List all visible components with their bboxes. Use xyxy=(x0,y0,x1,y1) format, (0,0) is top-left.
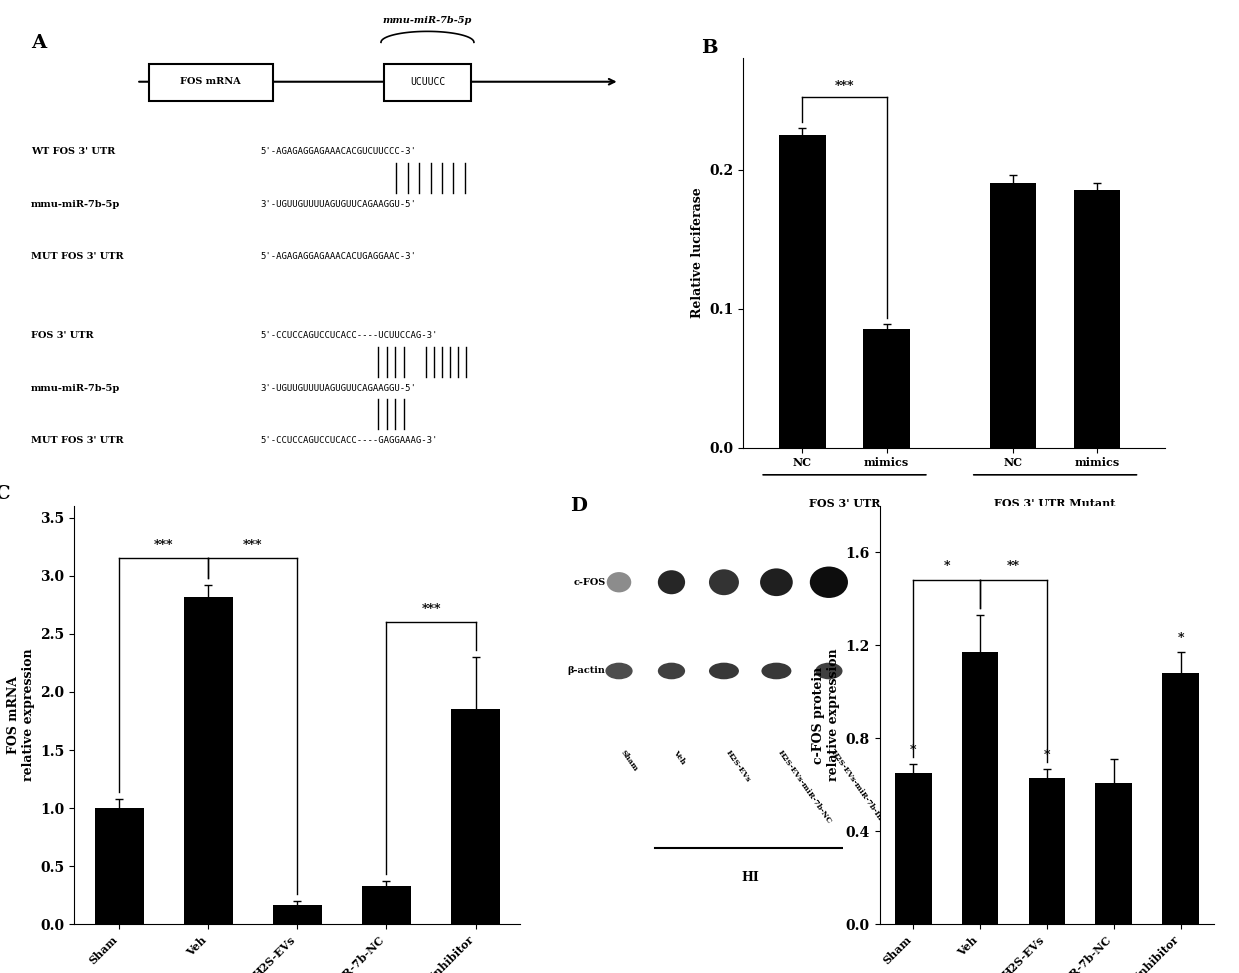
Bar xyxy=(362,886,411,924)
Text: ***: *** xyxy=(421,603,441,616)
Text: c-FOS: c-FOS xyxy=(574,578,606,587)
Text: ***: *** xyxy=(154,539,173,553)
Text: mmu-miR-7b-5p: mmu-miR-7b-5p xyxy=(31,383,120,393)
Y-axis label: c-FOS protein
relative expression: c-FOS protein relative expression xyxy=(812,649,840,781)
Ellipse shape xyxy=(658,663,685,679)
Ellipse shape xyxy=(658,570,685,595)
Text: 5'-AGAGAGGAGAAACACGUCUUCCC-3': 5'-AGAGAGGAGAAACACGUCUUCCC-3' xyxy=(260,147,416,157)
Text: FOS 3' UTR: FOS 3' UTR xyxy=(31,331,94,341)
Text: 5'-CCUCCAGUCCUCACC----UCUUCCAG-3': 5'-CCUCCAGUCCUCACC----UCUUCCAG-3' xyxy=(260,331,437,341)
Bar xyxy=(451,709,501,924)
Bar xyxy=(183,596,233,924)
Ellipse shape xyxy=(709,663,738,679)
Text: C: C xyxy=(0,485,10,503)
Text: H2S-EVs: H2S-EVs xyxy=(724,748,752,784)
Text: 5'-CCUCCAGUCCUCACC----GAGGAAAG-3': 5'-CCUCCAGUCCUCACC----GAGGAAAG-3' xyxy=(260,436,437,446)
Bar xyxy=(149,64,273,101)
Bar xyxy=(1028,778,1066,924)
Text: *: * xyxy=(1043,748,1051,762)
Text: H2S-EVs-miR-7b-NC: H2S-EVs-miR-7b-NC xyxy=(777,748,834,825)
Text: A: A xyxy=(31,34,46,52)
Text: ***: *** xyxy=(243,539,263,553)
Text: **: ** xyxy=(1007,560,1020,573)
Text: D: D xyxy=(570,497,587,515)
Ellipse shape xyxy=(815,663,843,679)
Ellipse shape xyxy=(762,663,792,679)
Text: *: * xyxy=(909,744,917,757)
Bar xyxy=(990,184,1036,448)
Ellipse shape xyxy=(810,566,847,598)
Text: *: * xyxy=(1177,632,1184,645)
Ellipse shape xyxy=(606,663,633,679)
Text: 3'-UGUUGUUUUAGUGUUCAGAAGGU-5': 3'-UGUUGUUUUAGUGUUCAGAAGGU-5' xyxy=(260,383,416,393)
Ellipse shape xyxy=(760,568,793,596)
Text: Sham: Sham xyxy=(620,748,639,774)
Bar xyxy=(961,652,999,924)
Bar xyxy=(864,330,909,448)
Text: *: * xyxy=(943,560,950,573)
Y-axis label: FOS mRNA
relative expression: FOS mRNA relative expression xyxy=(6,649,35,781)
Text: mmu-miR-7b-5p: mmu-miR-7b-5p xyxy=(31,199,120,209)
Bar xyxy=(94,809,144,924)
Text: MUT FOS 3' UTR: MUT FOS 3' UTR xyxy=(31,436,124,446)
Text: FOS mRNA: FOS mRNA xyxy=(180,77,242,87)
Text: 5'-AGAGAGGAGAAACACUGAGGAAC-3': 5'-AGAGAGGAGAAACACUGAGGAAC-3' xyxy=(260,252,416,262)
Ellipse shape xyxy=(709,569,738,595)
Bar xyxy=(1095,782,1132,924)
Text: FOS 3' UTR: FOS 3' UTR xyxy=(809,498,880,509)
Y-axis label: Relative luciferase: Relative luciferase xyxy=(691,188,704,318)
Text: UCUUCC: UCUUCC xyxy=(410,77,445,87)
Bar xyxy=(384,64,471,101)
Text: H2S-EVs-miR-7b-Inhibitor: H2S-EVs-miR-7b-Inhibitor xyxy=(829,748,901,847)
Text: Veh: Veh xyxy=(672,748,686,766)
Text: mmu-miR-7b-5p: mmu-miR-7b-5p xyxy=(383,16,472,25)
Text: MUT FOS 3' UTR: MUT FOS 3' UTR xyxy=(31,252,124,262)
Text: 3'-UGUUGUUUUAGUGUUCAGAAGGU-5': 3'-UGUUGUUUUAGUGUUCAGAAGGU-5' xyxy=(260,199,416,209)
Text: B: B xyxy=(701,39,717,56)
Text: FOS 3' UTR Mutant: FOS 3' UTR Mutant xyxy=(995,498,1116,509)
Text: β-actin: β-actin xyxy=(567,667,606,675)
Bar xyxy=(1074,191,1120,448)
Text: WT FOS 3' UTR: WT FOS 3' UTR xyxy=(31,147,115,157)
Text: ***: *** xyxy=(835,80,854,93)
Text: HI: HI xyxy=(741,871,760,883)
Bar xyxy=(895,774,932,924)
Ellipse shape xyxy=(607,572,632,593)
Bar xyxy=(779,135,825,448)
Bar xyxy=(273,905,322,924)
Bar xyxy=(1162,673,1199,924)
